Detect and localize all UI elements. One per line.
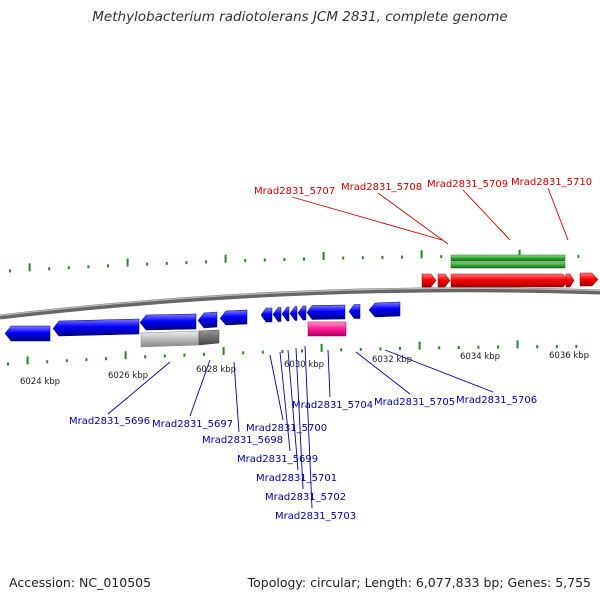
leader-line [279, 351, 291, 452]
reverse-strand-features [4, 301, 401, 348]
reverse-gene-label[interactable]: Mrad2831_5697 [152, 419, 233, 430]
scale-label: 6024 kbp [20, 377, 60, 387]
forward-strand-features [421, 254, 599, 288]
forward-rna-feature[interactable] [450, 254, 566, 262]
reverse-gene-label[interactable]: Mrad2831_5701 [256, 473, 337, 484]
forward-gene-label[interactable]: Mrad2831_5710 [511, 177, 592, 188]
reverse-cds-arrow[interactable] [289, 306, 298, 321]
reverse-gene-label[interactable]: Mrad2831_5705 [374, 397, 455, 408]
leader-line [107, 361, 171, 415]
scale-label: 6026 kbp [108, 371, 148, 381]
reverse-rna-feature[interactable] [307, 321, 347, 337]
leader-line [295, 347, 304, 490]
reverse-cds-arrow[interactable] [139, 313, 197, 331]
scale-label: 6028 kbp [196, 365, 236, 375]
reverse-gene-label[interactable]: Mrad2831_5703 [275, 511, 356, 522]
reverse-cds-arrow[interactable] [348, 304, 361, 319]
leader-line [233, 361, 240, 433]
leader-line [355, 351, 411, 395]
scale-label: 6032 kbp [372, 355, 412, 365]
reverse-cds-arrow[interactable] [219, 309, 248, 326]
map-title: Methylobacterium radiotolerans JCM 2831,… [92, 9, 508, 25]
reverse-cds-arrow[interactable] [197, 311, 218, 329]
reverse-cds-arrow[interactable] [260, 307, 273, 323]
scale-label: 6030 kbp [284, 360, 324, 370]
reverse-gene-label[interactable]: Mrad2831_5706 [456, 395, 537, 406]
label-leader-lines [107, 187, 569, 509]
forward-rna-feature[interactable] [450, 261, 566, 269]
reverse-cds-arrow[interactable] [306, 304, 346, 320]
reverse-cds-arrow[interactable] [281, 306, 290, 322]
leader-line [304, 345, 313, 509]
forward-cds-arrow[interactable] [579, 272, 599, 287]
forward-cds-arrow[interactable] [565, 273, 575, 288]
reverse-cds-arrow[interactable] [52, 318, 140, 337]
forward-cds-arrow[interactable] [437, 273, 451, 288]
leader-line [269, 354, 284, 421]
genome-backbone [0, 287, 600, 320]
forward-cds-arrow[interactable] [450, 273, 570, 288]
leader-line [287, 349, 299, 471]
genome-backbone-highlight [0, 287, 600, 317]
forward-gene-label[interactable]: Mrad2831_5707 [254, 186, 335, 197]
pseudogene-feature[interactable] [198, 329, 220, 346]
reverse-cds-arrow[interactable] [297, 305, 307, 321]
leader-line [377, 192, 449, 245]
scale-ticks-outer [9, 249, 580, 273]
leader-line [327, 349, 331, 398]
reverse-cds-arrow[interactable] [4, 325, 51, 342]
leader-line [384, 349, 494, 393]
forward-gene-label[interactable]: Mrad2831_5709 [427, 179, 508, 190]
forward-gene-label[interactable]: Mrad2831_5708 [341, 182, 422, 193]
scale-label: 6034 kbp [460, 352, 500, 362]
topology-summary: Topology: circular; Length: 6,077,833 bp… [247, 575, 591, 590]
reverse-gene-labels: Mrad2831_5696 Mrad2831_5697Mrad2831_5698M… [69, 395, 537, 522]
reverse-cds-arrow[interactable] [368, 301, 401, 318]
leader-line [462, 189, 511, 241]
reverse-cds-arrow[interactable] [272, 307, 282, 322]
reverse-gene-label[interactable]: Mrad2831_5700 [246, 423, 327, 434]
leader-line [291, 196, 443, 241]
reverse-gene-label[interactable]: Mrad2831_5699 [237, 454, 318, 465]
leader-line [547, 187, 569, 241]
reverse-gene-label[interactable]: Mrad2831_5696 [69, 416, 150, 427]
scale-label: 6036 kbp [549, 351, 589, 361]
reverse-gene-label[interactable]: Mrad2831_5698 [202, 435, 283, 446]
scale-labels: 6024 kbp 6026 kbp 6028 kbp 6030 kbp 6032 kbp… [20, 351, 589, 387]
pseudogene-feature[interactable] [140, 330, 200, 348]
reverse-gene-label[interactable]: Mrad2831_5702 [265, 492, 346, 503]
scale-ticks-inner [7, 340, 578, 366]
reverse-gene-label[interactable]: Mrad2831_5704 [292, 400, 373, 411]
forward-cds-arrow[interactable] [421, 273, 437, 288]
accession-text: Accession: NC_010505 [9, 575, 152, 590]
leader-line [189, 359, 211, 417]
forward-gene-labels: Mrad2831_5707 Mrad2831_5708 Mrad2831_5709 M… [254, 177, 592, 197]
